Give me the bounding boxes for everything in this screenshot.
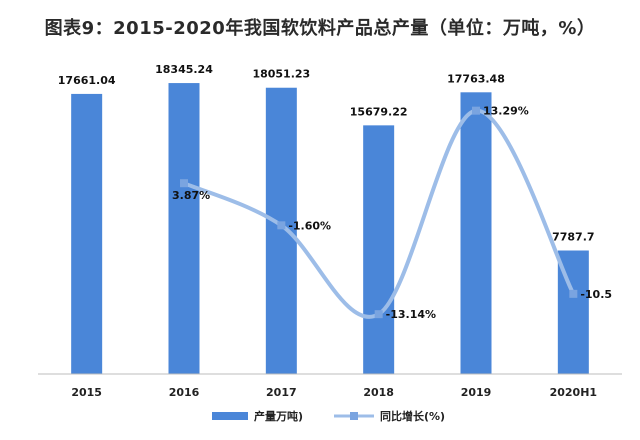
x-tick-label: 2017 <box>266 386 297 399</box>
growth-value-label: -13.14% <box>386 308 436 321</box>
growth-value-label: -1.60% <box>288 219 331 232</box>
bar-label-group: 17661.04 18345.24 18051.23 15679.22 17763.48… <box>58 63 595 243</box>
bar-value-label: 7787.7 <box>552 230 594 243</box>
bar-2017 <box>265 87 297 374</box>
legend-line-label: 同比增长(%) <box>380 409 445 423</box>
growth-point <box>472 106 480 115</box>
x-tick-label: 2016 <box>169 386 200 399</box>
chart-title: 图表9：2015-2020年我国软饮料产品总产量（单位：万吨，%） <box>44 18 596 39</box>
bar-group <box>71 83 589 374</box>
growth-point <box>277 221 286 230</box>
bar-2016 <box>168 83 200 374</box>
growth-value-label: -10.5 <box>580 288 612 301</box>
bar-value-label: 15679.22 <box>350 105 408 118</box>
legend-bar-label: 产量万吨) <box>254 409 303 423</box>
bar-2015 <box>71 93 103 374</box>
legend-line-marker <box>350 412 358 420</box>
bar-2018 <box>363 125 395 374</box>
x-tick-group: 2015 2016 2017 2018 2019 2020H1 <box>71 386 597 399</box>
x-tick-label: 2018 <box>363 386 394 399</box>
growth-point <box>374 310 383 319</box>
growth-value-label: 13.29% <box>483 105 529 118</box>
bar-value-label: 18345.24 <box>155 63 213 76</box>
growth-value-label: 3.87% <box>172 189 210 202</box>
bar-2019 <box>460 92 492 374</box>
bar-value-label: 18051.23 <box>252 68 310 81</box>
growth-line <box>183 108 576 319</box>
bar-value-label: 17661.04 <box>58 74 116 87</box>
legend: 产量万吨) 同比增长(%) <box>212 409 445 423</box>
x-tick-label: 2015 <box>71 386 102 399</box>
growth-line-group: 3.87% -1.60% -13.14% 13.29% -10.5 <box>172 105 612 322</box>
growth-point <box>180 179 188 188</box>
x-tick-label: 2019 <box>461 386 492 399</box>
x-tick-label: 2020H1 <box>550 386 597 399</box>
legend-bar-swatch <box>212 412 248 420</box>
bar-value-label: 17763.48 <box>447 72 505 85</box>
growth-point <box>569 289 578 298</box>
